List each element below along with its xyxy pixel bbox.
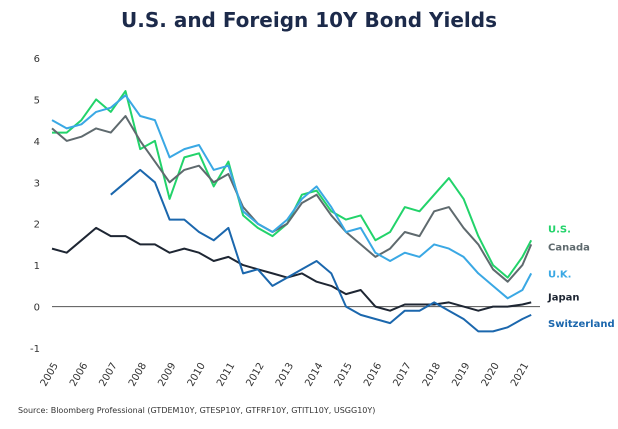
series-line-switzerland [110,168,532,333]
x-tick-label: 2005 [39,361,61,389]
series-label-switzerland: Switzerland [548,319,615,330]
y-tick-label: 1 [34,261,40,272]
series-line-uk [51,94,533,300]
y-axis-ticks: -1 0 1 2 3 4 5 6 [30,54,40,355]
x-tick-label: 2009 [156,361,178,389]
y-tick-label: 5 [34,95,40,106]
y-tick-label: -1 [30,344,40,355]
x-tick-label: 2011 [215,361,237,389]
y-tick-label: 6 [34,54,40,65]
x-tick-label: 2021 [509,361,531,389]
series-label-us: U.S. [548,224,571,235]
x-tick-label: 2006 [68,361,90,389]
chart-title: U.S. and Foreign 10Y Bond Yields [121,8,497,32]
series-label-japan: Japan [547,292,580,303]
series-labels: U.S. Canada U.K. Japan Switzerland [547,224,615,330]
y-tick-label: 3 [34,178,40,189]
series-line-canada [51,115,533,283]
x-tick-label: 2008 [127,361,149,389]
x-tick-label: 2018 [421,361,443,389]
source-note: Source: Bloomberg Professional (GTDEM10Y… [18,406,376,415]
x-tick-label: 2013 [274,361,296,389]
x-tick-label: 2012 [244,361,266,389]
series-line-japan [51,226,532,312]
x-tick-label: 2017 [391,361,413,389]
x-tick-label: 2019 [450,361,472,389]
x-tick-label: 2020 [480,361,502,389]
x-tick-label: 2007 [98,361,120,389]
x-tick-label: 2016 [362,361,384,389]
y-tick-label: 0 [34,303,40,314]
x-axis-ticks: 2005 2006 2007 2008 2009 2010 2011 2012 2013 2014… [39,361,532,389]
y-tick-label: 2 [34,220,40,231]
x-tick-label: 2015 [333,361,355,389]
series-label-canada: Canada [548,242,590,253]
x-tick-label: 2010 [186,361,208,389]
y-tick-label: 4 [34,137,40,148]
series-lines [51,90,533,333]
series-label-uk: U.K. [548,269,571,280]
x-tick-label: 2014 [303,361,325,389]
